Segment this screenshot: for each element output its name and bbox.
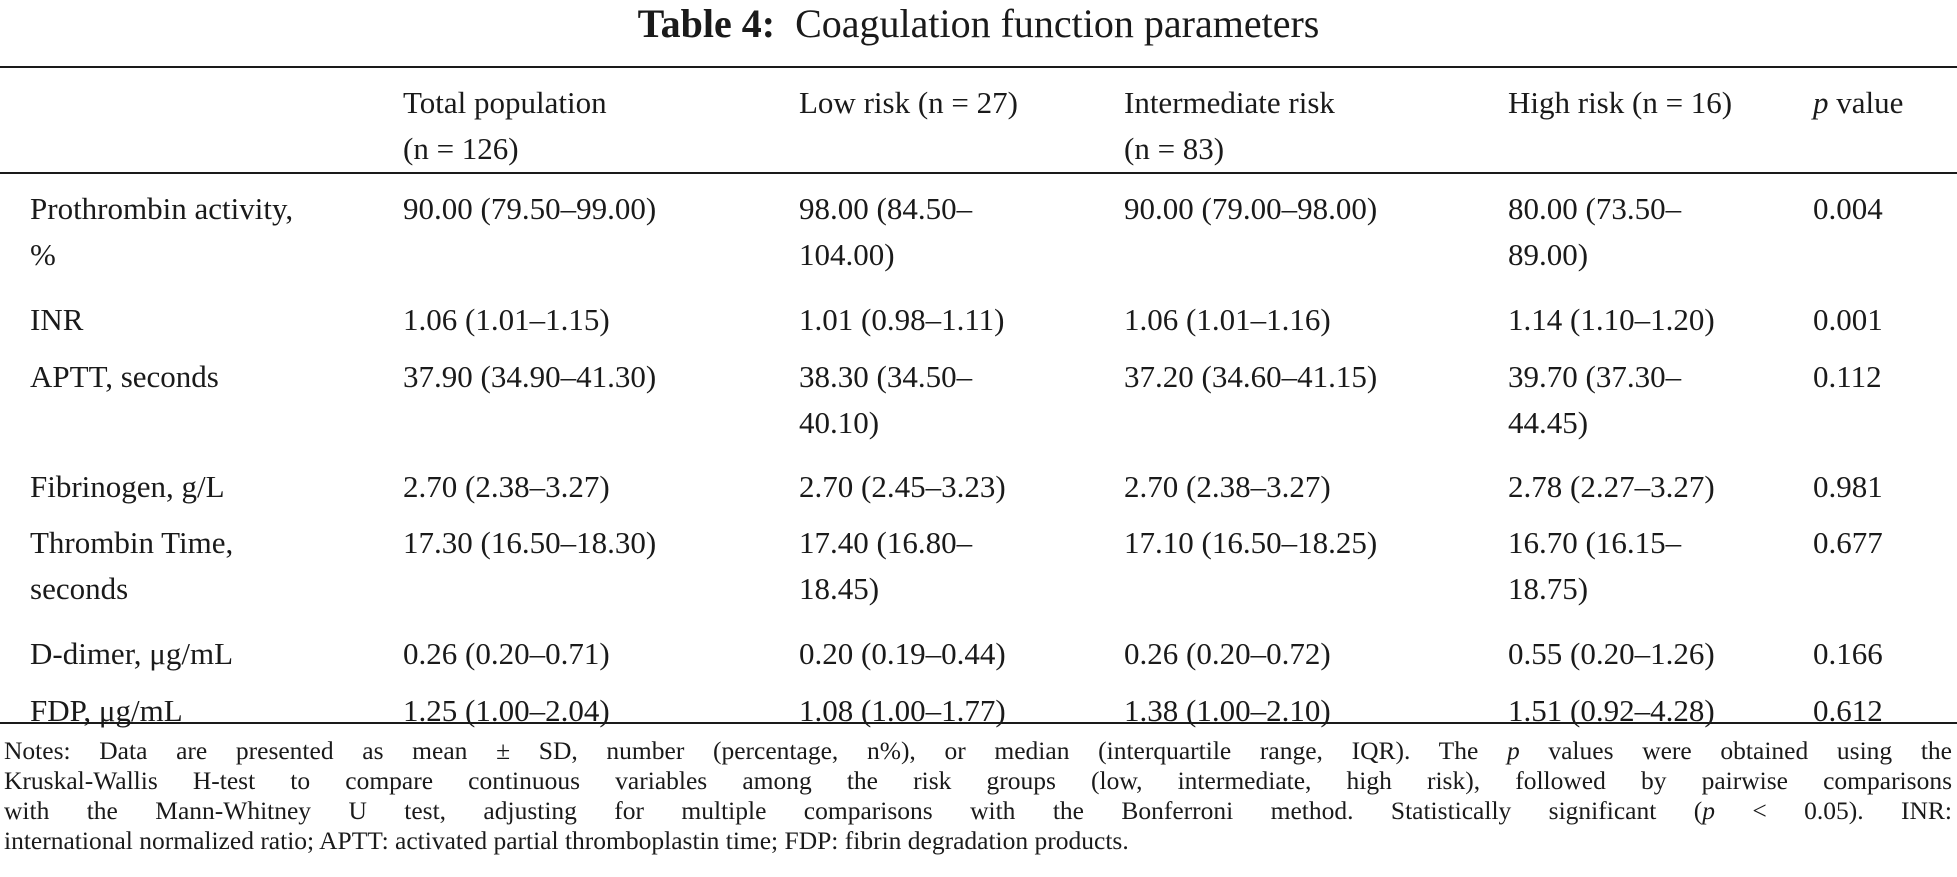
header-p-value: p value <box>1813 85 1904 120</box>
table-cell-low: 1.01 (0.98–1.11) <box>799 302 1005 337</box>
table-notes: Notes: Data are presented as mean ± SD, … <box>4 736 1952 856</box>
table-cell-inter: 2.70 (2.38–3.27) <box>1124 469 1331 504</box>
table-cell-total: 17.30 (16.50–18.30) <box>403 525 657 560</box>
table-title-text: Coagulation function parameters <box>795 1 1320 46</box>
table-cell-high: 1.14 (1.10–1.20) <box>1508 302 1715 337</box>
table-cell-high: 1.51 (0.92–4.28) <box>1508 693 1715 728</box>
table-cell-high: 39.70 (37.30– 44.45) <box>1508 359 1682 440</box>
bottom-rule <box>0 722 1957 724</box>
table-cell-param: FDP, μg/mL <box>30 693 183 728</box>
notes-line: Notes: Data are presented as mean ± SD, … <box>4 736 1952 765</box>
table-cell-low: 98.00 (84.50– 104.00) <box>799 191 973 272</box>
notes-line: international normalized ratio; APTT: ac… <box>4 826 1129 855</box>
table-cell-param: D-dimer, μg/mL <box>30 636 234 671</box>
table-cell-param: Thrombin Time, seconds <box>30 525 234 606</box>
header-intermediate-risk: Intermediate risk (n = 83) <box>1124 85 1335 166</box>
table-cell-high: 0.55 (0.20–1.26) <box>1508 636 1715 671</box>
table-cell-param: INR <box>30 302 84 337</box>
table-cell-total: 37.90 (34.90–41.30) <box>403 359 657 394</box>
notes-line: Kruskal-Wallis H-test to compare continu… <box>4 766 1952 795</box>
header-low-risk: Low risk (n = 27) <box>799 85 1018 120</box>
table-cell-high: 2.78 (2.27–3.27) <box>1508 469 1715 504</box>
table-cell-inter: 0.26 (0.20–0.72) <box>1124 636 1331 671</box>
top-rule <box>0 66 1957 68</box>
table-label: Table 4: <box>637 1 776 46</box>
table-cell-inter: 1.06 (1.01–1.16) <box>1124 302 1331 337</box>
table-cell-inter: 90.00 (79.00–98.00) <box>1124 191 1378 226</box>
table-cell-low: 0.20 (0.19–0.44) <box>799 636 1006 671</box>
table-cell-param: Prothrombin activity,% <box>30 191 294 272</box>
table-cell-param: APTT, seconds <box>30 359 219 394</box>
table-cell-low: 17.40 (16.80– 18.45) <box>799 525 973 606</box>
table-cell-total: 0.26 (0.20–0.71) <box>403 636 610 671</box>
table-cell-p-value: 0.166 <box>1813 636 1883 671</box>
table-cell-high: 80.00 (73.50– 89.00) <box>1508 191 1682 272</box>
table-cell-p-value: 0.677 <box>1813 525 1883 560</box>
table-cell-inter: 1.38 (1.00–2.10) <box>1124 693 1331 728</box>
table-cell-total: 1.06 (1.01–1.15) <box>403 302 610 337</box>
table-cell-param: Fibrinogen, g/L <box>30 469 225 504</box>
table-cell-p-value: 0.004 <box>1813 191 1883 226</box>
table-cell-total: 2.70 (2.38–3.27) <box>403 469 610 504</box>
table-cell-high: 16.70 (16.15– 18.75) <box>1508 525 1682 606</box>
table-cell-low: 1.08 (1.00–1.77) <box>799 693 1006 728</box>
header-total-population: Total population (n = 126) <box>403 85 607 166</box>
table-cell-inter: 17.10 (16.50–18.25) <box>1124 525 1378 560</box>
table-cell-low: 2.70 (2.45–3.23) <box>799 469 1006 504</box>
table-title: Table 4: Coagulation function parameters <box>0 0 1957 60</box>
table-cell-p-value: 0.112 <box>1813 359 1882 394</box>
table-cell-inter: 37.20 (34.60–41.15) <box>1124 359 1378 394</box>
table-cell-total: 1.25 (1.00–2.04) <box>403 693 610 728</box>
table-cell-p-value: 0.001 <box>1813 302 1883 337</box>
notes-line: with the Mann-Whitney U test, adjusting … <box>4 796 1952 825</box>
header-high-risk: High risk (n = 16) <box>1508 85 1733 120</box>
header-rule <box>0 172 1957 174</box>
table-cell-p-value: 0.612 <box>1813 693 1883 728</box>
table-cell-total: 90.00 (79.50–99.00) <box>403 191 657 226</box>
table-cell-low: 38.30 (34.50– 40.10) <box>799 359 973 440</box>
table-cell-p-value: 0.981 <box>1813 469 1883 504</box>
